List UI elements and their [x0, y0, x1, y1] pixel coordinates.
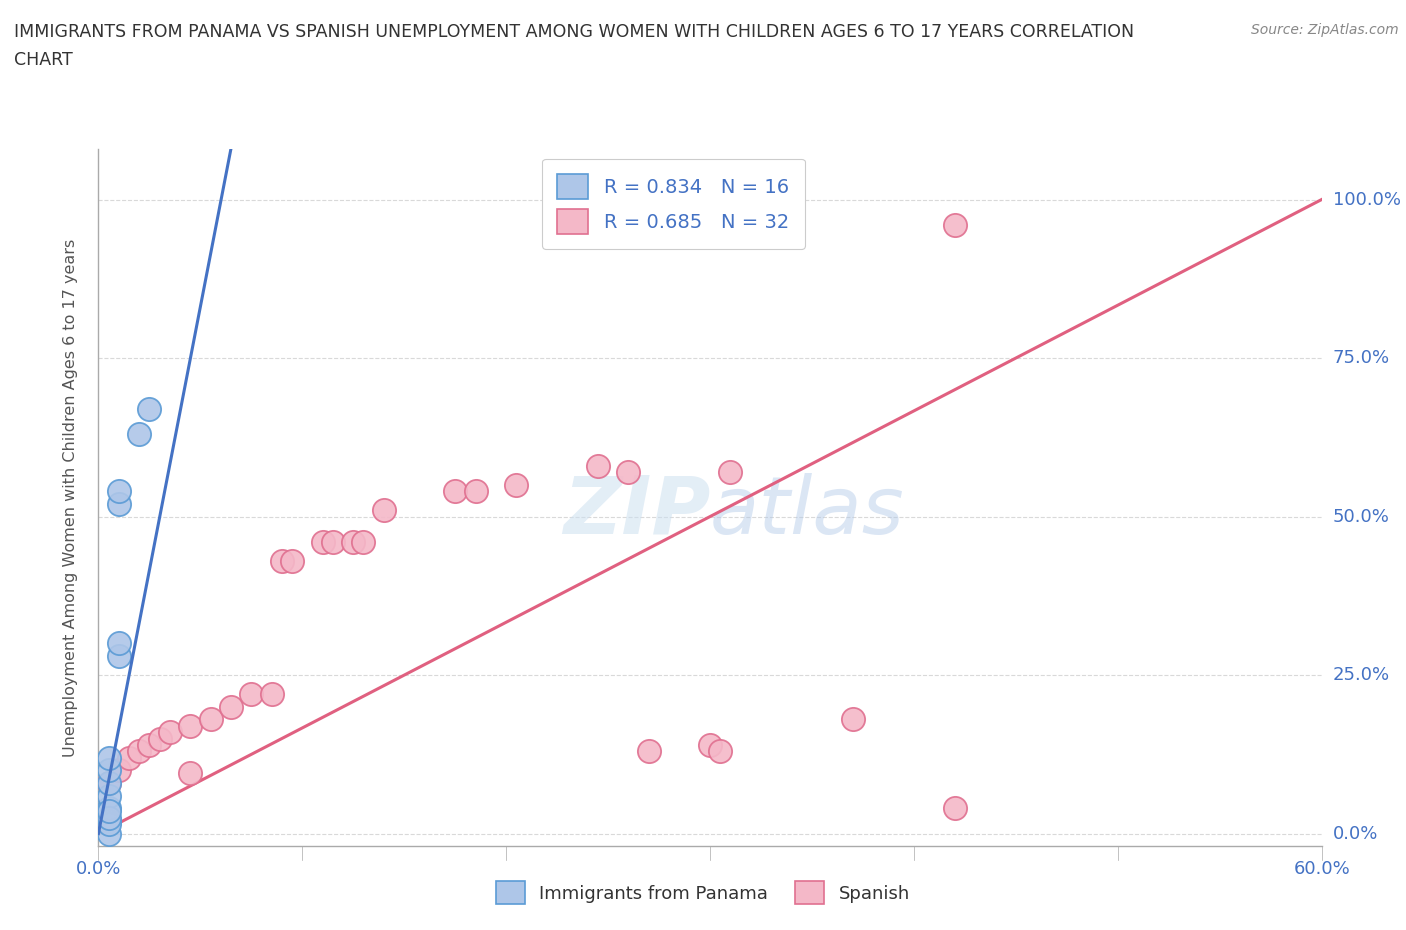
Text: CHART: CHART — [14, 51, 73, 69]
Text: 100.0%: 100.0% — [1333, 191, 1400, 208]
Point — [97, 776, 120, 790]
Point — [281, 553, 304, 568]
Point — [352, 535, 374, 550]
Point — [97, 810, 120, 825]
Text: Source: ZipAtlas.com: Source: ZipAtlas.com — [1251, 23, 1399, 37]
Point — [97, 804, 120, 819]
Point — [179, 718, 201, 733]
Point — [943, 218, 966, 232]
Point — [709, 744, 731, 759]
Point — [108, 497, 131, 512]
Point — [943, 801, 966, 816]
Point — [108, 763, 131, 777]
Point — [637, 744, 661, 759]
Y-axis label: Unemployment Among Women with Children Ages 6 to 17 years: Unemployment Among Women with Children A… — [63, 238, 77, 757]
Point — [97, 801, 120, 816]
Point — [718, 465, 742, 480]
Legend: Immigrants from Panama, Spanish: Immigrants from Panama, Spanish — [489, 874, 917, 911]
Point — [138, 402, 160, 417]
Point — [179, 766, 201, 781]
Point — [505, 477, 527, 492]
Point — [118, 751, 141, 765]
Point — [322, 535, 344, 550]
Point — [97, 817, 120, 831]
Text: 0.0%: 0.0% — [76, 860, 121, 878]
Point — [373, 503, 395, 518]
Point — [97, 814, 120, 829]
Text: ZIP: ZIP — [562, 472, 710, 551]
Point — [97, 751, 120, 765]
Text: 0.0%: 0.0% — [1333, 825, 1378, 843]
Point — [464, 484, 486, 498]
Point — [312, 535, 335, 550]
Point — [97, 788, 120, 803]
Point — [240, 686, 263, 701]
Text: 50.0%: 50.0% — [1333, 508, 1389, 525]
Text: atlas: atlas — [710, 472, 905, 551]
Legend: R = 0.834   N = 16, R = 0.685   N = 32: R = 0.834 N = 16, R = 0.685 N = 32 — [541, 158, 804, 249]
Point — [97, 776, 120, 790]
Point — [159, 724, 181, 739]
Text: IMMIGRANTS FROM PANAMA VS SPANISH UNEMPLOYMENT AMONG WOMEN WITH CHILDREN AGES 6 : IMMIGRANTS FROM PANAMA VS SPANISH UNEMPL… — [14, 23, 1135, 41]
Point — [97, 826, 120, 841]
Point — [841, 712, 863, 727]
Point — [200, 712, 222, 727]
Text: 25.0%: 25.0% — [1333, 666, 1391, 684]
Point — [108, 648, 131, 663]
Point — [219, 699, 242, 714]
Point — [444, 484, 467, 498]
Point — [586, 458, 609, 473]
Point — [138, 737, 160, 752]
Text: 60.0%: 60.0% — [1294, 860, 1350, 878]
Point — [128, 427, 150, 442]
Point — [149, 731, 172, 746]
Point — [108, 636, 131, 651]
Point — [270, 553, 294, 568]
Point — [128, 744, 150, 759]
Point — [260, 686, 283, 701]
Point — [97, 763, 120, 777]
Point — [699, 737, 721, 752]
Point — [342, 535, 364, 550]
Text: 75.0%: 75.0% — [1333, 349, 1391, 367]
Point — [108, 484, 131, 498]
Point — [617, 465, 640, 480]
